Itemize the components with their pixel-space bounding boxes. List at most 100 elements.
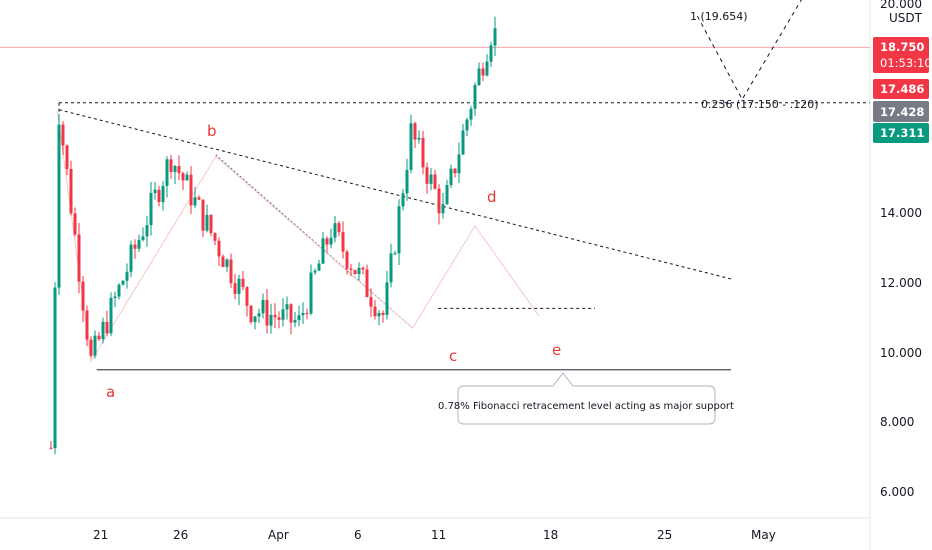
candle-body xyxy=(213,233,217,241)
candle-body xyxy=(317,263,321,271)
y-tick-14: 14.000 xyxy=(880,206,922,220)
x-tick-6: 6 xyxy=(354,528,362,542)
candles-layer xyxy=(49,16,497,455)
candle-body xyxy=(457,154,461,174)
candle-body xyxy=(185,174,189,181)
candle-body xyxy=(85,310,89,340)
candle-body xyxy=(277,317,281,320)
candle-body xyxy=(289,304,293,323)
candle-body xyxy=(141,236,145,240)
x-tick-apr: Apr xyxy=(268,528,289,542)
candle-body xyxy=(413,123,417,140)
wave-label-d: d xyxy=(487,188,497,206)
currency-label: USDT xyxy=(889,11,923,25)
candle-body xyxy=(193,197,197,206)
candle-body xyxy=(93,335,97,356)
candle-body xyxy=(197,197,201,200)
candle-body xyxy=(393,253,397,255)
candle-body xyxy=(161,185,165,203)
candle-body xyxy=(449,168,453,186)
candle-body xyxy=(73,213,77,235)
candle-body xyxy=(145,225,149,237)
candle-body xyxy=(273,314,277,318)
price-scale[interactable]: 20.000 USDT 14.000 12.000 10.000 8.000 6… xyxy=(869,0,923,550)
candle-body xyxy=(377,312,381,317)
candle-body xyxy=(169,159,173,172)
x-tick-25: 25 xyxy=(657,528,672,542)
candle-body xyxy=(357,267,361,275)
candle-body xyxy=(249,305,253,323)
candle-body xyxy=(433,174,437,189)
candle-body xyxy=(257,313,261,317)
candle-body xyxy=(153,189,157,194)
support-callout[interactable]: 0.78% Fibonacci retracement level acting… xyxy=(438,372,734,425)
candle-body xyxy=(241,278,245,288)
candle-body xyxy=(321,238,325,264)
candle-body xyxy=(313,270,317,273)
candle-body xyxy=(117,284,121,297)
candle-body xyxy=(485,61,489,76)
low-price-value: 17.311 xyxy=(880,126,924,140)
wave-label-a: a xyxy=(106,383,115,401)
candle-body xyxy=(429,174,433,184)
candle-body xyxy=(445,185,449,205)
candle-body xyxy=(69,168,73,214)
prev-close-value: 17.428 xyxy=(880,105,924,119)
wave-label-c: c xyxy=(449,347,457,365)
candle-body xyxy=(281,309,285,320)
candle-body xyxy=(401,193,405,207)
candle-body xyxy=(361,267,365,270)
candle-body xyxy=(437,188,441,214)
candle-body xyxy=(373,306,377,317)
candle-body xyxy=(417,137,421,140)
candle-body xyxy=(189,174,193,206)
candle-body xyxy=(453,168,457,174)
time-scale[interactable]: 21 26 Apr 6 11 18 25 May xyxy=(0,517,870,542)
wave-path xyxy=(56,111,540,363)
y-tick-8: 8.000 xyxy=(880,415,914,429)
candle-body xyxy=(365,269,369,298)
candle-body xyxy=(113,296,117,298)
candle-body xyxy=(217,240,221,257)
badge-high-price: 17.486 xyxy=(873,79,929,99)
descending-trendline xyxy=(58,109,732,280)
wave-label-e: e xyxy=(552,341,561,359)
candle-body xyxy=(105,321,109,334)
candle-body xyxy=(369,297,373,307)
candle-body xyxy=(425,167,429,184)
candle-body xyxy=(473,85,477,109)
fib-level-0236-label: 0.236 (17.150 - .120) xyxy=(701,98,819,111)
candle-body xyxy=(325,238,329,245)
candle-body xyxy=(121,280,125,285)
candle-body xyxy=(269,314,273,326)
candle-body xyxy=(65,145,69,169)
candle-body xyxy=(109,297,113,334)
high-price-value: 17.486 xyxy=(880,82,924,96)
candle-body xyxy=(149,193,153,226)
candle-body xyxy=(245,287,249,306)
candle-body xyxy=(205,214,209,231)
candle-body xyxy=(309,272,313,314)
badge-prev-close: 17.428 xyxy=(873,101,929,122)
candle-body xyxy=(441,204,445,214)
candle-body xyxy=(225,259,229,268)
wave-label-b: b xyxy=(207,122,217,140)
fib-level-1-label: 1 (19.654) xyxy=(690,10,748,23)
candle-body xyxy=(237,278,241,294)
candle-body xyxy=(469,108,473,120)
candle-body xyxy=(465,119,469,131)
candle-body xyxy=(57,124,61,288)
candle-body xyxy=(353,269,357,275)
candle-body xyxy=(489,45,493,62)
current-price-value: 18.750 xyxy=(880,40,924,54)
candle-body xyxy=(97,335,101,340)
candle-body xyxy=(81,281,85,311)
candle-body xyxy=(173,166,177,172)
candle-body xyxy=(253,316,257,323)
candle-body xyxy=(349,268,353,270)
candle-body xyxy=(77,234,81,282)
candle-body xyxy=(381,312,385,315)
candle-body xyxy=(409,123,413,170)
candle-body xyxy=(201,199,205,231)
